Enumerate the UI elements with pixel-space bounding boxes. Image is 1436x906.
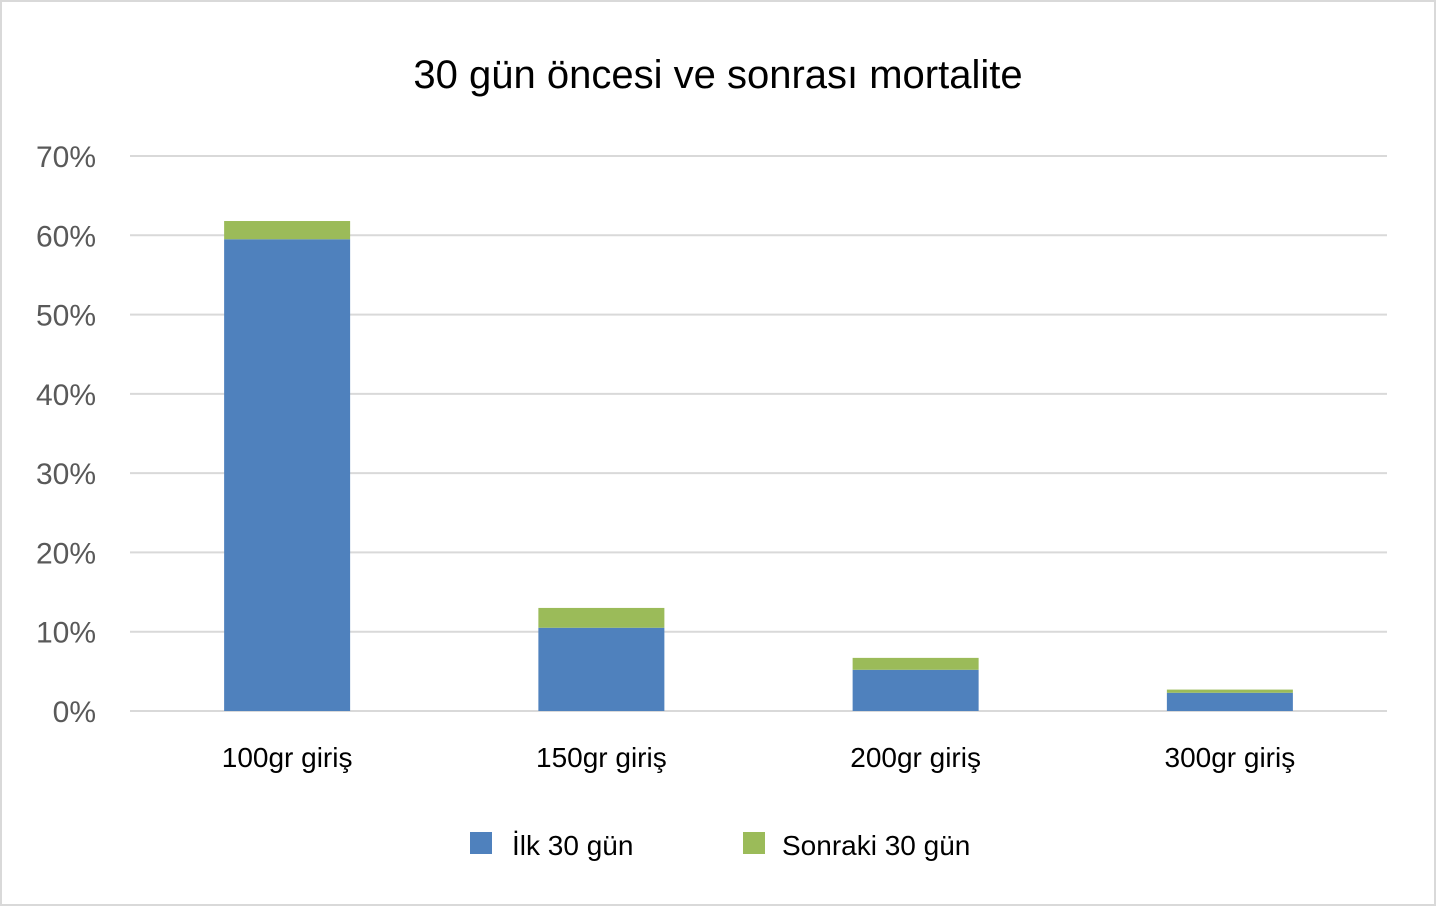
chart-title: 30 gün öncesi ve sonrası mortalite [413,53,1022,97]
y-tick-label: 0% [53,696,96,729]
y-tick-label: 10% [36,617,96,650]
legend-swatch-sonraki-30-gun [743,832,765,854]
x-axis-ticks: 100gr giriş 150gr giriş 200gr giriş 300gr g… [222,742,1295,773]
y-tick-label: 30% [36,458,96,491]
legend-label-sonraki-30-gun: Sonraki 30 gün [782,830,970,861]
legend-label-ilk-30-gun: İlk 30 gün [512,830,633,861]
bar-segment-sonraki-30-gun [538,607,665,628]
x-tick-label: 300gr giriş [1165,742,1296,773]
bar-segment-sonraki-30-gun [1166,689,1293,693]
bars [224,221,1293,711]
y-tick-label: 70% [36,141,96,174]
x-tick-label: 200gr giriş [850,742,981,773]
legend-swatch-ilk-30-gun [470,832,492,854]
bar-segment-sonraki-30-gun [852,657,979,670]
y-tick-label: 50% [36,300,96,333]
y-tick-label: 40% [36,379,96,412]
bar-segment-ilk-30-gun [852,669,979,711]
legend: İlk 30 gün Sonraki 30 gün [470,830,970,861]
bar-segment-ilk-30-gun [538,627,665,711]
y-axis-ticks: 0% 10% 20% 30% 40% 50% 60% 70% [36,141,96,729]
y-tick-label: 20% [36,537,96,570]
y-tick-label: 60% [36,220,96,253]
x-tick-label: 150gr giriş [536,742,667,773]
x-tick-label: 100gr giriş [222,742,353,773]
bar-segment-ilk-30-gun [1166,692,1293,711]
bar-segment-sonraki-30-gun [224,221,351,240]
bar-segment-ilk-30-gun [224,239,351,711]
